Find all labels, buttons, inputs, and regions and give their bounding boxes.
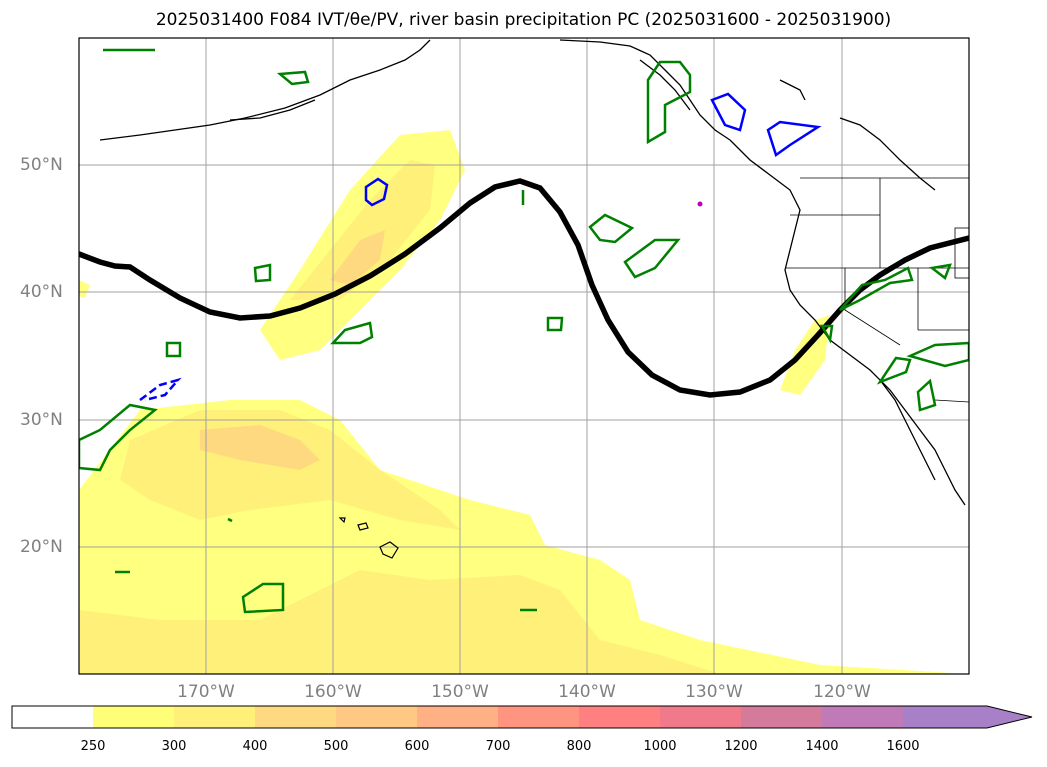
colorbar-tick: 1200 [724, 739, 758, 754]
lon-label-160w: 160°W [304, 682, 362, 702]
colorbar-swatch [741, 706, 822, 728]
lon-label-150w: 150°W [431, 682, 489, 702]
lon-label-170w: 170°W [177, 682, 235, 702]
colorbar-tick: 800 [566, 739, 592, 754]
colorbar-tick: 400 [242, 739, 268, 754]
lon-label-130w: 130°W [685, 682, 743, 702]
map-frame [78, 37, 970, 675]
political-borders [785, 177, 969, 403]
colorbar-tick: 500 [323, 739, 349, 754]
hawaii-islands [338, 517, 399, 559]
ivt-shading [79, 130, 969, 674]
lat-label-40n: 40°N [20, 282, 63, 302]
colorbar-tick: 700 [485, 739, 511, 754]
precip-contours [139, 92, 822, 402]
colorbar-tick: 1400 [805, 739, 839, 754]
colorbar-tick: 300 [161, 739, 187, 754]
colorbar-swatch [255, 706, 336, 728]
pv-contours [79, 48, 969, 614]
colorbar-tick: 1000 [643, 739, 677, 754]
lat-label-20n: 20°N [20, 537, 63, 557]
colorbar [11, 705, 1033, 729]
colorbar-tick: 250 [80, 739, 106, 754]
colorbar-swatch [93, 706, 174, 728]
colorbar-tick: 1600 [886, 739, 920, 754]
map-title: 2025031400 F084 IVT/θe/PV, river basin p… [155, 10, 892, 30]
gridlines [79, 38, 969, 674]
colorbar-swatch [417, 706, 498, 728]
lon-label-120w: 120°W [813, 682, 871, 702]
colorbar-swatch [579, 706, 660, 728]
lat-label-30n: 30°N [20, 410, 63, 430]
coastlines [99, 39, 966, 506]
map-area [79, 38, 969, 674]
colorbar-swatch [822, 706, 903, 728]
lon-label-140w: 140°W [558, 682, 616, 702]
colorbar-swatch [903, 706, 987, 728]
colorbar-swatch [174, 706, 255, 728]
colorbar-swatch [336, 706, 417, 728]
colorbar-tick: 600 [404, 739, 430, 754]
theta-e-contour [79, 178, 969, 398]
colorbar-swatch [660, 706, 741, 728]
pv-marker-dot [697, 201, 703, 207]
colorbar-swatch [498, 706, 579, 728]
lat-label-50n: 50°N [20, 155, 63, 175]
